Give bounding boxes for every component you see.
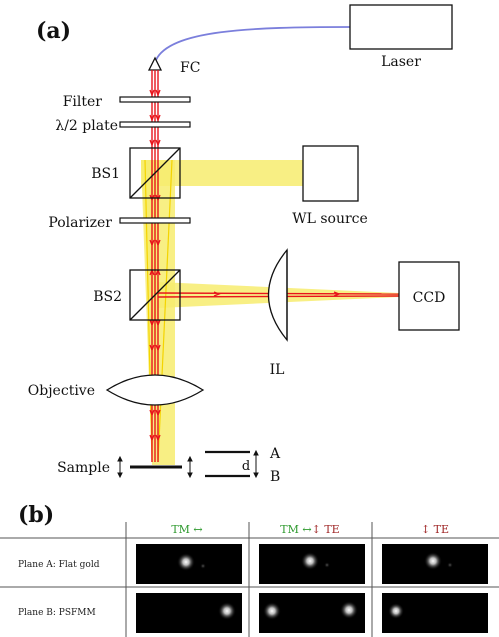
image-plane-a-tm	[136, 544, 242, 584]
beam-splitter-1	[129, 147, 181, 199]
image-plane-a-te	[382, 544, 488, 584]
il-label: IL	[270, 362, 285, 378]
filter-label: Filter	[63, 94, 103, 110]
beam-direction-arrows	[149, 89, 341, 442]
column-header-tm-te: TM ↔↕ TE	[280, 523, 339, 536]
distance-arrow-icon	[253, 449, 259, 479]
wl-source-label: WL source	[292, 211, 368, 227]
image-plane-a-tm-te	[259, 544, 365, 584]
distance-label: d	[242, 459, 250, 474]
column-header-te: ↕ TE	[421, 523, 449, 536]
plane-b-label: B	[270, 469, 280, 485]
panel-a-label: (a)	[36, 18, 71, 44]
optical-fiber	[155, 26, 351, 61]
bs1-label: BS1	[91, 166, 120, 182]
panel-b-label: (b)	[18, 502, 54, 528]
fc-label: FC	[180, 60, 200, 76]
filter-plate	[119, 96, 191, 103]
wl-source-box	[302, 145, 359, 202]
imaging-lens	[268, 248, 288, 342]
objective-label: Objective	[28, 383, 95, 399]
column-header-tm: TM ↔	[171, 523, 202, 536]
row-label-plane-a: Plane A: Flat gold	[18, 560, 100, 570]
row-label-plane-b: Plane B: PSFMM	[18, 608, 96, 618]
fiber-coupler-icon	[147, 56, 163, 71]
sample-move-arrows-icon	[117, 455, 193, 479]
beam-splitter-2	[129, 269, 181, 321]
laser-label: Laser	[381, 54, 421, 70]
plane-a-label: A	[269, 446, 281, 462]
ccd-label: CCD	[413, 290, 446, 306]
polarizer-plate	[119, 217, 191, 224]
results-table	[0, 522, 499, 637]
image-plane-b-tm	[136, 593, 242, 633]
half-wave-plate	[119, 121, 191, 128]
half-wave-plate-label: λ/2 plate	[55, 118, 118, 134]
image-plane-b-tm-te	[259, 593, 365, 633]
bs2-label: BS2	[93, 289, 122, 305]
image-plane-b-te	[382, 593, 488, 633]
objective-lens	[105, 374, 205, 406]
laser-box	[349, 4, 453, 50]
sample-label: Sample	[57, 460, 110, 476]
polarizer-label: Polarizer	[48, 215, 112, 231]
ccd-box	[398, 261, 460, 331]
